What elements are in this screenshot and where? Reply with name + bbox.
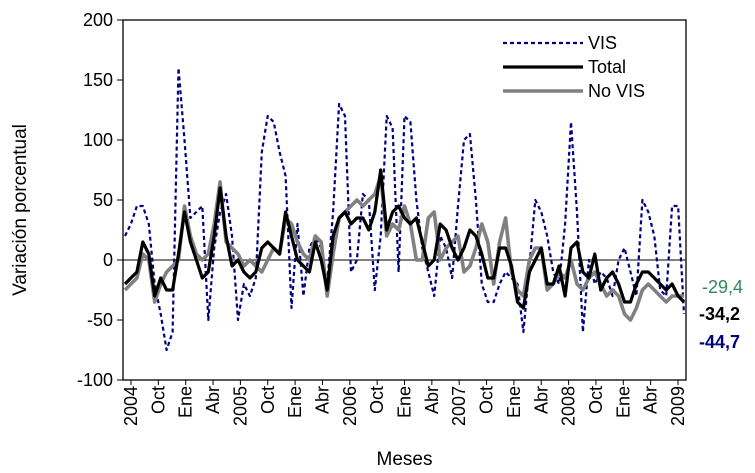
- x-tick-label: Ene: [285, 386, 305, 418]
- x-tick-label: Abr: [641, 386, 661, 414]
- x-tick-label: 2008: [559, 386, 579, 426]
- legend-item-total: Total: [503, 57, 626, 77]
- x-tick-label: Oct: [367, 386, 387, 414]
- x-tick-label: Oct: [586, 386, 606, 414]
- x-tick-label: 2007: [449, 386, 469, 426]
- end-label-no-vis: -29,4: [702, 277, 743, 297]
- legend-label-vis: VIS: [588, 33, 617, 53]
- legend-item-no-vis: No VIS: [503, 81, 645, 101]
- x-tick-label: Ene: [176, 386, 196, 418]
- x-tick-label: 2004: [121, 386, 141, 426]
- x-axis: 2004 Oct Ene Abr 2005 Oct Ene Abr 2006 Oct Ene Abr 2…: [121, 380, 688, 426]
- series-layer: [123, 66, 686, 352]
- x-tick-label: Ene: [395, 386, 415, 418]
- legend-label-no-vis: No VIS: [588, 81, 645, 101]
- y-tick-label: 150: [83, 70, 113, 90]
- legend: VIS Total No VIS: [503, 33, 645, 101]
- x-tick-label: Abr: [531, 386, 551, 414]
- x-tick-label: Ene: [504, 386, 524, 418]
- y-tick-label: 100: [83, 130, 113, 150]
- y-axis-title: Variación porcentual: [10, 124, 31, 296]
- x-tick-label: 2009: [668, 386, 688, 426]
- y-tick-label: -50: [87, 310, 113, 330]
- x-tick-label: 2005: [230, 386, 250, 426]
- series-line-total: [123, 168, 686, 310]
- x-tick-label: Abr: [312, 386, 332, 414]
- end-label-total: -34,2: [699, 304, 740, 324]
- y-axis: 200 150 100 50 0 -50 -100: [77, 10, 123, 390]
- end-label-vis: -44,7: [699, 332, 740, 352]
- x-tick-label: Oct: [258, 386, 278, 414]
- x-tick-label: Oct: [477, 386, 497, 414]
- y-tick-label: -100: [77, 370, 113, 390]
- x-tick-label: 2006: [340, 386, 360, 426]
- x-tick-label: Abr: [203, 386, 223, 414]
- legend-label-total: Total: [588, 57, 626, 77]
- x-axis-title: Meses: [377, 449, 433, 470]
- legend-item-vis: VIS: [503, 33, 617, 53]
- x-tick-label: Oct: [148, 386, 168, 414]
- x-tick-label: Ene: [613, 386, 633, 418]
- y-tick-label: 50: [93, 190, 113, 210]
- plot-area: [122, 19, 687, 381]
- y-tick-label: 0: [103, 250, 113, 270]
- x-tick-label: Abr: [422, 386, 442, 414]
- y-tick-label: 200: [83, 10, 113, 30]
